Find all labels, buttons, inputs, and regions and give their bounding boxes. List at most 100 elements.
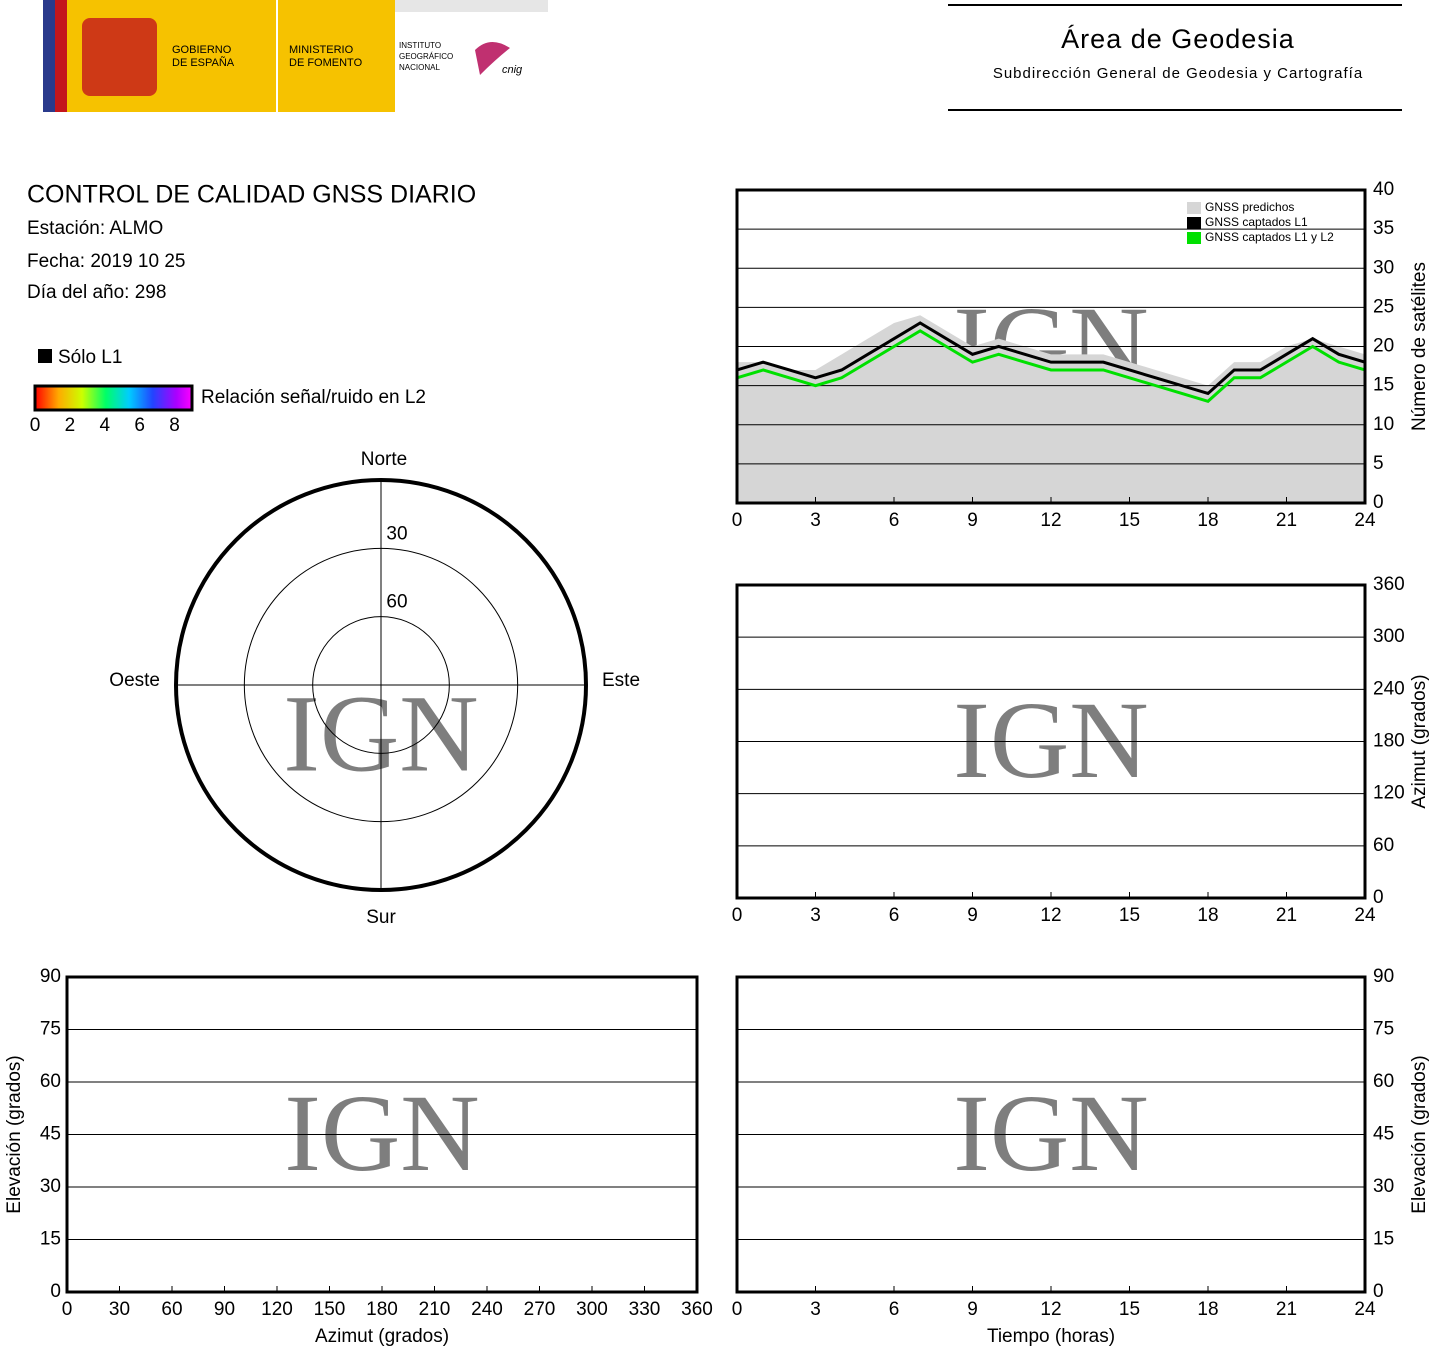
x-tick-label: 90 [214,1299,235,1320]
direction: Oeste [109,670,160,691]
ring-label: 60 [386,592,407,613]
watermark: IGN [953,1072,1149,1194]
x-tick-label: 150 [314,1299,346,1320]
y-tick-label: 15 [1373,1229,1394,1250]
ministry-text: DE FOMENTO [289,57,363,69]
y-axis-label: Elevación (grados) [4,1055,25,1213]
x-tick-label: 12 [1040,1299,1061,1320]
y-tick-label: 20 [1373,336,1394,357]
legend-label: GNSS predichos [1205,200,1294,214]
date: Fecha: 2019 10 25 [27,251,185,272]
direction: Este [602,670,640,691]
gov-text: DE ESPAÑA [172,56,235,69]
x-tick-label: 180 [366,1299,398,1320]
series-line [736,329,1366,403]
x-tick-label: 300 [576,1299,608,1320]
x-tick-label: 3 [810,510,821,531]
y-tick-label: 30 [1373,257,1394,278]
x-tick-label: 120 [261,1299,293,1320]
x-tick-label: 6 [889,510,900,531]
x-tick-label: 30 [109,1299,130,1320]
y-tick-label: 180 [1373,731,1405,752]
y-tick-label: 10 [1373,414,1394,435]
y-tick-label: 60 [40,1071,61,1092]
direction: Norte [361,449,407,470]
x-tick-label: 270 [524,1299,556,1320]
y-tick-label: 60 [1373,1071,1394,1092]
watermark: IGN [953,679,1149,801]
colorbar-label: Relación señal/ruido en L2 [201,387,426,408]
x-tick-label: 15 [1119,905,1140,926]
flag-stripe [43,0,55,112]
l1-swatch [38,349,52,363]
x-tick-label: 6 [889,905,900,926]
colorbar-tick: 8 [169,415,180,436]
x-tick-label: 3 [810,1299,821,1320]
y-tick-label: 300 [1373,626,1405,647]
direction: Sur [366,907,396,928]
x-tick-label: 0 [732,1299,743,1320]
y-axis-label: Elevación (grados) [1409,1055,1430,1213]
institute-text: INSTITUTO [399,41,441,50]
ministry-text: MINISTERIO [289,44,354,56]
y-axis-label: Número de satélites [1409,262,1430,431]
x-tick-label: 15 [1119,1299,1140,1320]
x-tick-label: 24 [1354,1299,1376,1320]
y-tick-label: 90 [1373,966,1394,987]
x-tick-label: 330 [629,1299,661,1320]
x-tick-label: 15 [1119,510,1140,531]
x-tick-label: 24 [1354,905,1376,926]
y-tick-label: 360 [1373,574,1405,595]
y-tick-label: 0 [1373,492,1384,513]
cnig-text: cnig [502,64,523,76]
x-tick-label: 21 [1276,905,1297,926]
x-tick-label: 12 [1040,510,1061,531]
x-tick-label: 9 [967,510,978,531]
cnig-logo [475,41,510,75]
y-tick-label: 45 [40,1124,61,1145]
plot-frame [65,975,699,1294]
legend-label: GNSS captados L1 y L2 [1205,230,1334,244]
y-tick-label: 5 [1373,453,1384,474]
watermark: IGN [284,1072,480,1194]
x-tick-label: 9 [967,1299,978,1320]
predicted-area [737,315,1365,503]
logo-bar [395,0,548,12]
x-tick-label: 21 [1276,510,1297,531]
colorbar-tick: 4 [99,415,110,436]
doy: Día del año: 298 [27,282,166,303]
x-tick-label: 3 [810,905,821,926]
y-tick-label: 45 [1373,1124,1394,1145]
plot-frame [735,188,1367,505]
report-title: CONTROL DE CALIDAD GNSS DIARIO [27,181,476,209]
x-tick-label: 21 [1276,1299,1297,1320]
x-tick-label: 0 [732,510,743,531]
series-line [736,321,1366,396]
x-axis-label: Azimut (grados) [315,1326,449,1347]
x-tick-label: 360 [681,1299,713,1320]
x-tick-label: 24 [1354,510,1376,531]
plot-frame [735,975,1367,1294]
legend-swatch [1187,202,1201,214]
plot-frame [735,583,1367,900]
x-tick-label: 0 [732,905,743,926]
x-tick-label: 0 [62,1299,73,1320]
y-tick-label: 15 [40,1229,61,1250]
horizon [174,478,588,892]
y-tick-label: 0 [1373,887,1384,908]
colorbar-tick: 6 [134,415,145,436]
ring-label: 30 [386,523,407,544]
legend-label: GNSS captados L1 [1205,215,1308,229]
area-title: Área de Geodesia [1061,24,1295,54]
y-tick-label: 90 [40,966,61,987]
x-tick-label: 9 [967,905,978,926]
y-axis-label: Azimut (grados) [1409,674,1430,808]
y-tick-label: 60 [1373,835,1394,856]
y-tick-label: 240 [1373,678,1405,699]
y-tick-label: 15 [1373,375,1394,396]
station: Estación: ALMO [27,218,163,239]
x-tick-label: 18 [1197,1299,1218,1320]
x-tick-label: 18 [1197,905,1218,926]
institute-text: NACIONAL [399,63,440,72]
x-tick-label: 60 [161,1299,182,1320]
